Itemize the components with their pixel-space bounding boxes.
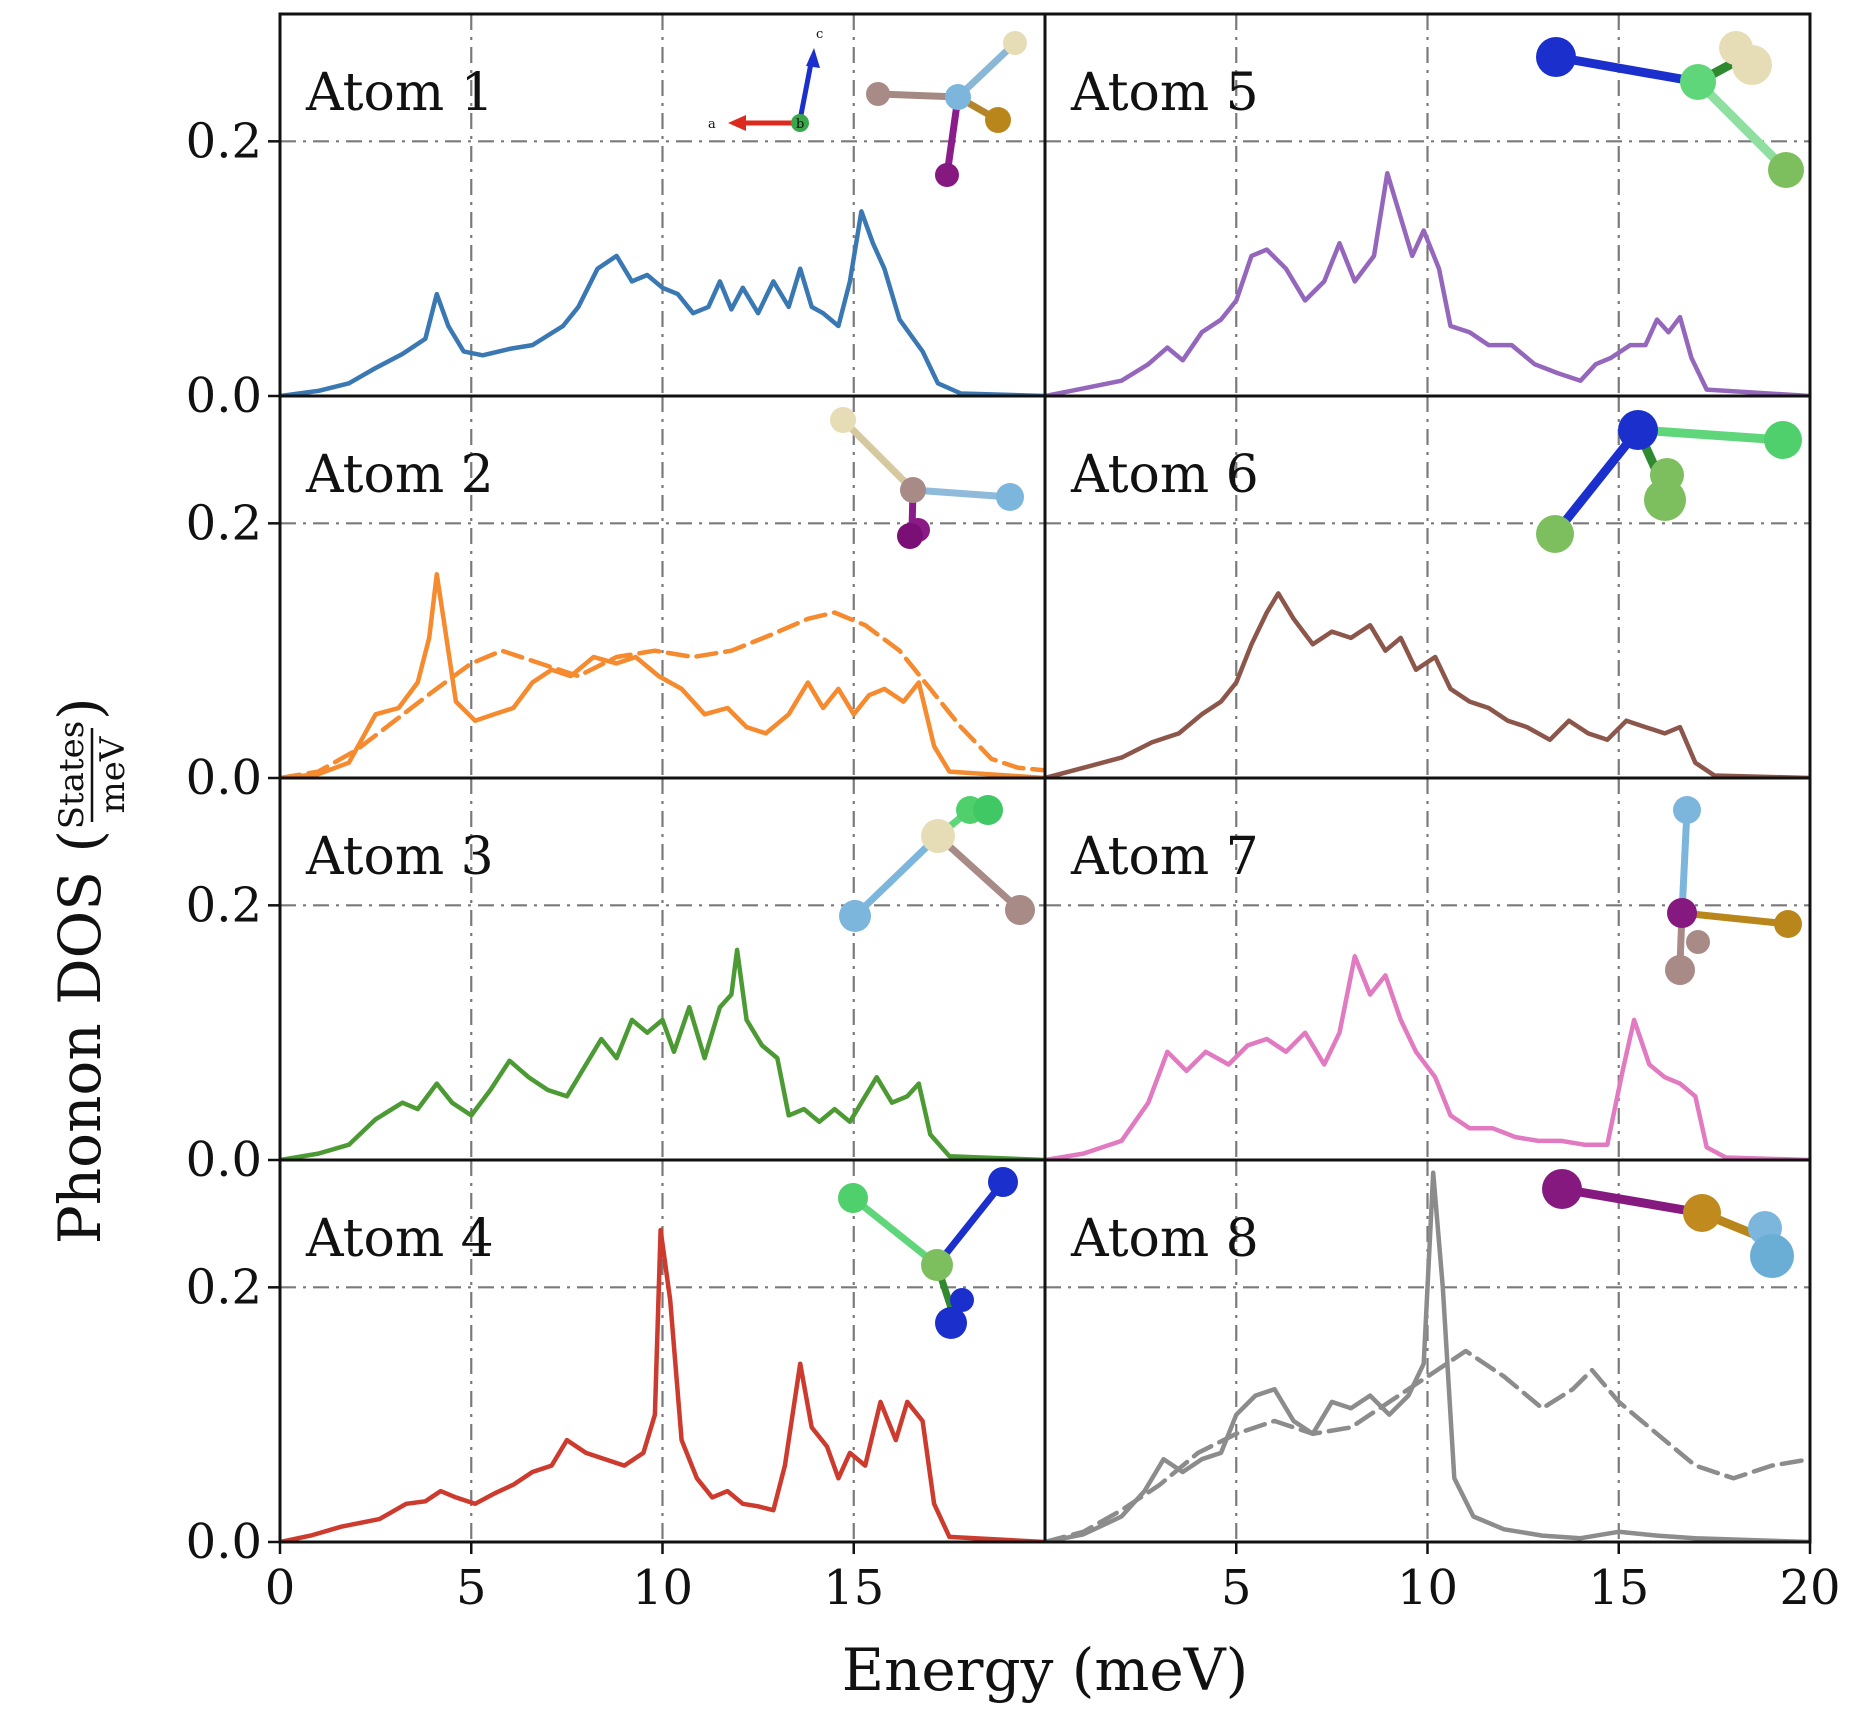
y-axis-unit-numerator: States bbox=[52, 721, 92, 829]
atom-8-xtick-label-20: 20 bbox=[1779, 1560, 1840, 1616]
atom-2-series-dashed bbox=[280, 610, 1045, 778]
atom-8-structure-inset bbox=[1542, 1169, 1794, 1278]
atom-2-ytick-label-0.2: 0.2 bbox=[186, 495, 262, 551]
atom-7-structure-inset bbox=[1665, 796, 1802, 985]
x-axis-title: Energy (meV) bbox=[842, 1636, 1249, 1704]
atom-5-panel: Atom 5 bbox=[1045, 14, 1810, 396]
atom-6-series-solid bbox=[1045, 591, 1810, 778]
atom-6-label: Atom 6 bbox=[1070, 445, 1259, 505]
atom-3-panel: Atom 3 0.0 0.2 bbox=[186, 778, 1045, 1188]
atom-3-structure-inset bbox=[839, 795, 1035, 932]
atom-8-panel: Atom 8 5 10 15 20 bbox=[1045, 1160, 1841, 1616]
atom-4-xtick-label-15: 15 bbox=[823, 1560, 884, 1616]
a-axis-label: a bbox=[708, 117, 716, 132]
atom-2-series-solid bbox=[280, 572, 1045, 778]
atom-8-border bbox=[1043, 1158, 1812, 1544]
b-axis-label: b bbox=[796, 117, 804, 132]
atom-4-series-solid bbox=[280, 1227, 1045, 1542]
atom-3-ytick-label-0.2: 0.2 bbox=[186, 877, 262, 933]
atom-2-panel: Atom 2 0.0 0.2 bbox=[186, 396, 1045, 806]
atom-4-label: Atom 4 bbox=[305, 1209, 494, 1269]
atom-2-label: Atom 2 bbox=[305, 445, 494, 505]
atom-5-structure-inset bbox=[1536, 31, 1804, 188]
atom-1-ytick-label-0.0: 0.0 bbox=[186, 368, 262, 424]
atom-1-ytick-label-0.2: 0.2 bbox=[186, 113, 262, 169]
atom-2-structure-inset bbox=[830, 407, 1024, 549]
a-axis-arrowhead bbox=[728, 115, 746, 131]
atom-8-xtick-label-15: 15 bbox=[1588, 1560, 1649, 1616]
c-axis-arrow bbox=[797, 57, 815, 121]
atom-1-series-solid bbox=[280, 209, 1045, 396]
y-axis-title: Phonon DOS ( States meV ) bbox=[46, 697, 133, 1244]
atom-2-ytick-label-0.0: 0.0 bbox=[186, 750, 262, 806]
plot-frame bbox=[278, 12, 1812, 1544]
atom-8-xtick-label-10: 10 bbox=[1397, 1560, 1458, 1616]
atom-4-structure-inset bbox=[838, 1167, 1018, 1339]
atom-4-xtick-label-5: 5 bbox=[456, 1560, 487, 1616]
atom-8-series-dashed bbox=[1045, 1348, 1810, 1542]
y-axis-title-close: ) bbox=[46, 697, 114, 720]
atom-4-xtick-label-10: 10 bbox=[632, 1560, 693, 1616]
atom-3-ytick-label-0.0: 0.0 bbox=[186, 1132, 262, 1188]
atom-7-label: Atom 7 bbox=[1070, 827, 1259, 887]
c-axis-arrowhead bbox=[806, 48, 820, 68]
atom-4-xtick-label-0: 0 bbox=[265, 1560, 296, 1616]
y-axis-title-main: Phonon DOS ( bbox=[46, 830, 114, 1244]
atom-7-series-solid bbox=[1045, 954, 1810, 1160]
atom-5-label: Atom 5 bbox=[1070, 63, 1259, 123]
atom-1-label: Atom 1 bbox=[305, 63, 494, 123]
c-axis-label: c bbox=[816, 27, 823, 42]
crystal-axes-triad: a b c bbox=[708, 27, 823, 132]
atom-3-series-solid bbox=[280, 947, 1045, 1160]
atom-5-series-solid bbox=[1045, 170, 1810, 396]
atom-8-xtick-label-5: 5 bbox=[1221, 1560, 1252, 1616]
atom-6-structure-inset bbox=[1536, 410, 1802, 553]
atom-8-label: Atom 8 bbox=[1070, 1209, 1259, 1269]
atom-1-structure-inset bbox=[866, 31, 1027, 187]
atom-6-panel: Atom 6 bbox=[1045, 396, 1810, 778]
b-axis-marker bbox=[791, 114, 809, 132]
atom-7-panel: Atom 7 bbox=[1045, 778, 1810, 1160]
atom-4-panel: Atom 4 0.0 0.2 0 5 10 15 bbox=[186, 1160, 1045, 1616]
atom-4-ytick-label-0.2: 0.2 bbox=[186, 1259, 262, 1315]
atom-4-ytick-label-0.0: 0.0 bbox=[186, 1514, 262, 1570]
atom-3-label: Atom 3 bbox=[305, 827, 494, 887]
atom-1-panel: Atom 1 0.0 0.2 bbox=[186, 14, 1045, 424]
y-axis-unit-denominator: meV bbox=[93, 735, 133, 813]
